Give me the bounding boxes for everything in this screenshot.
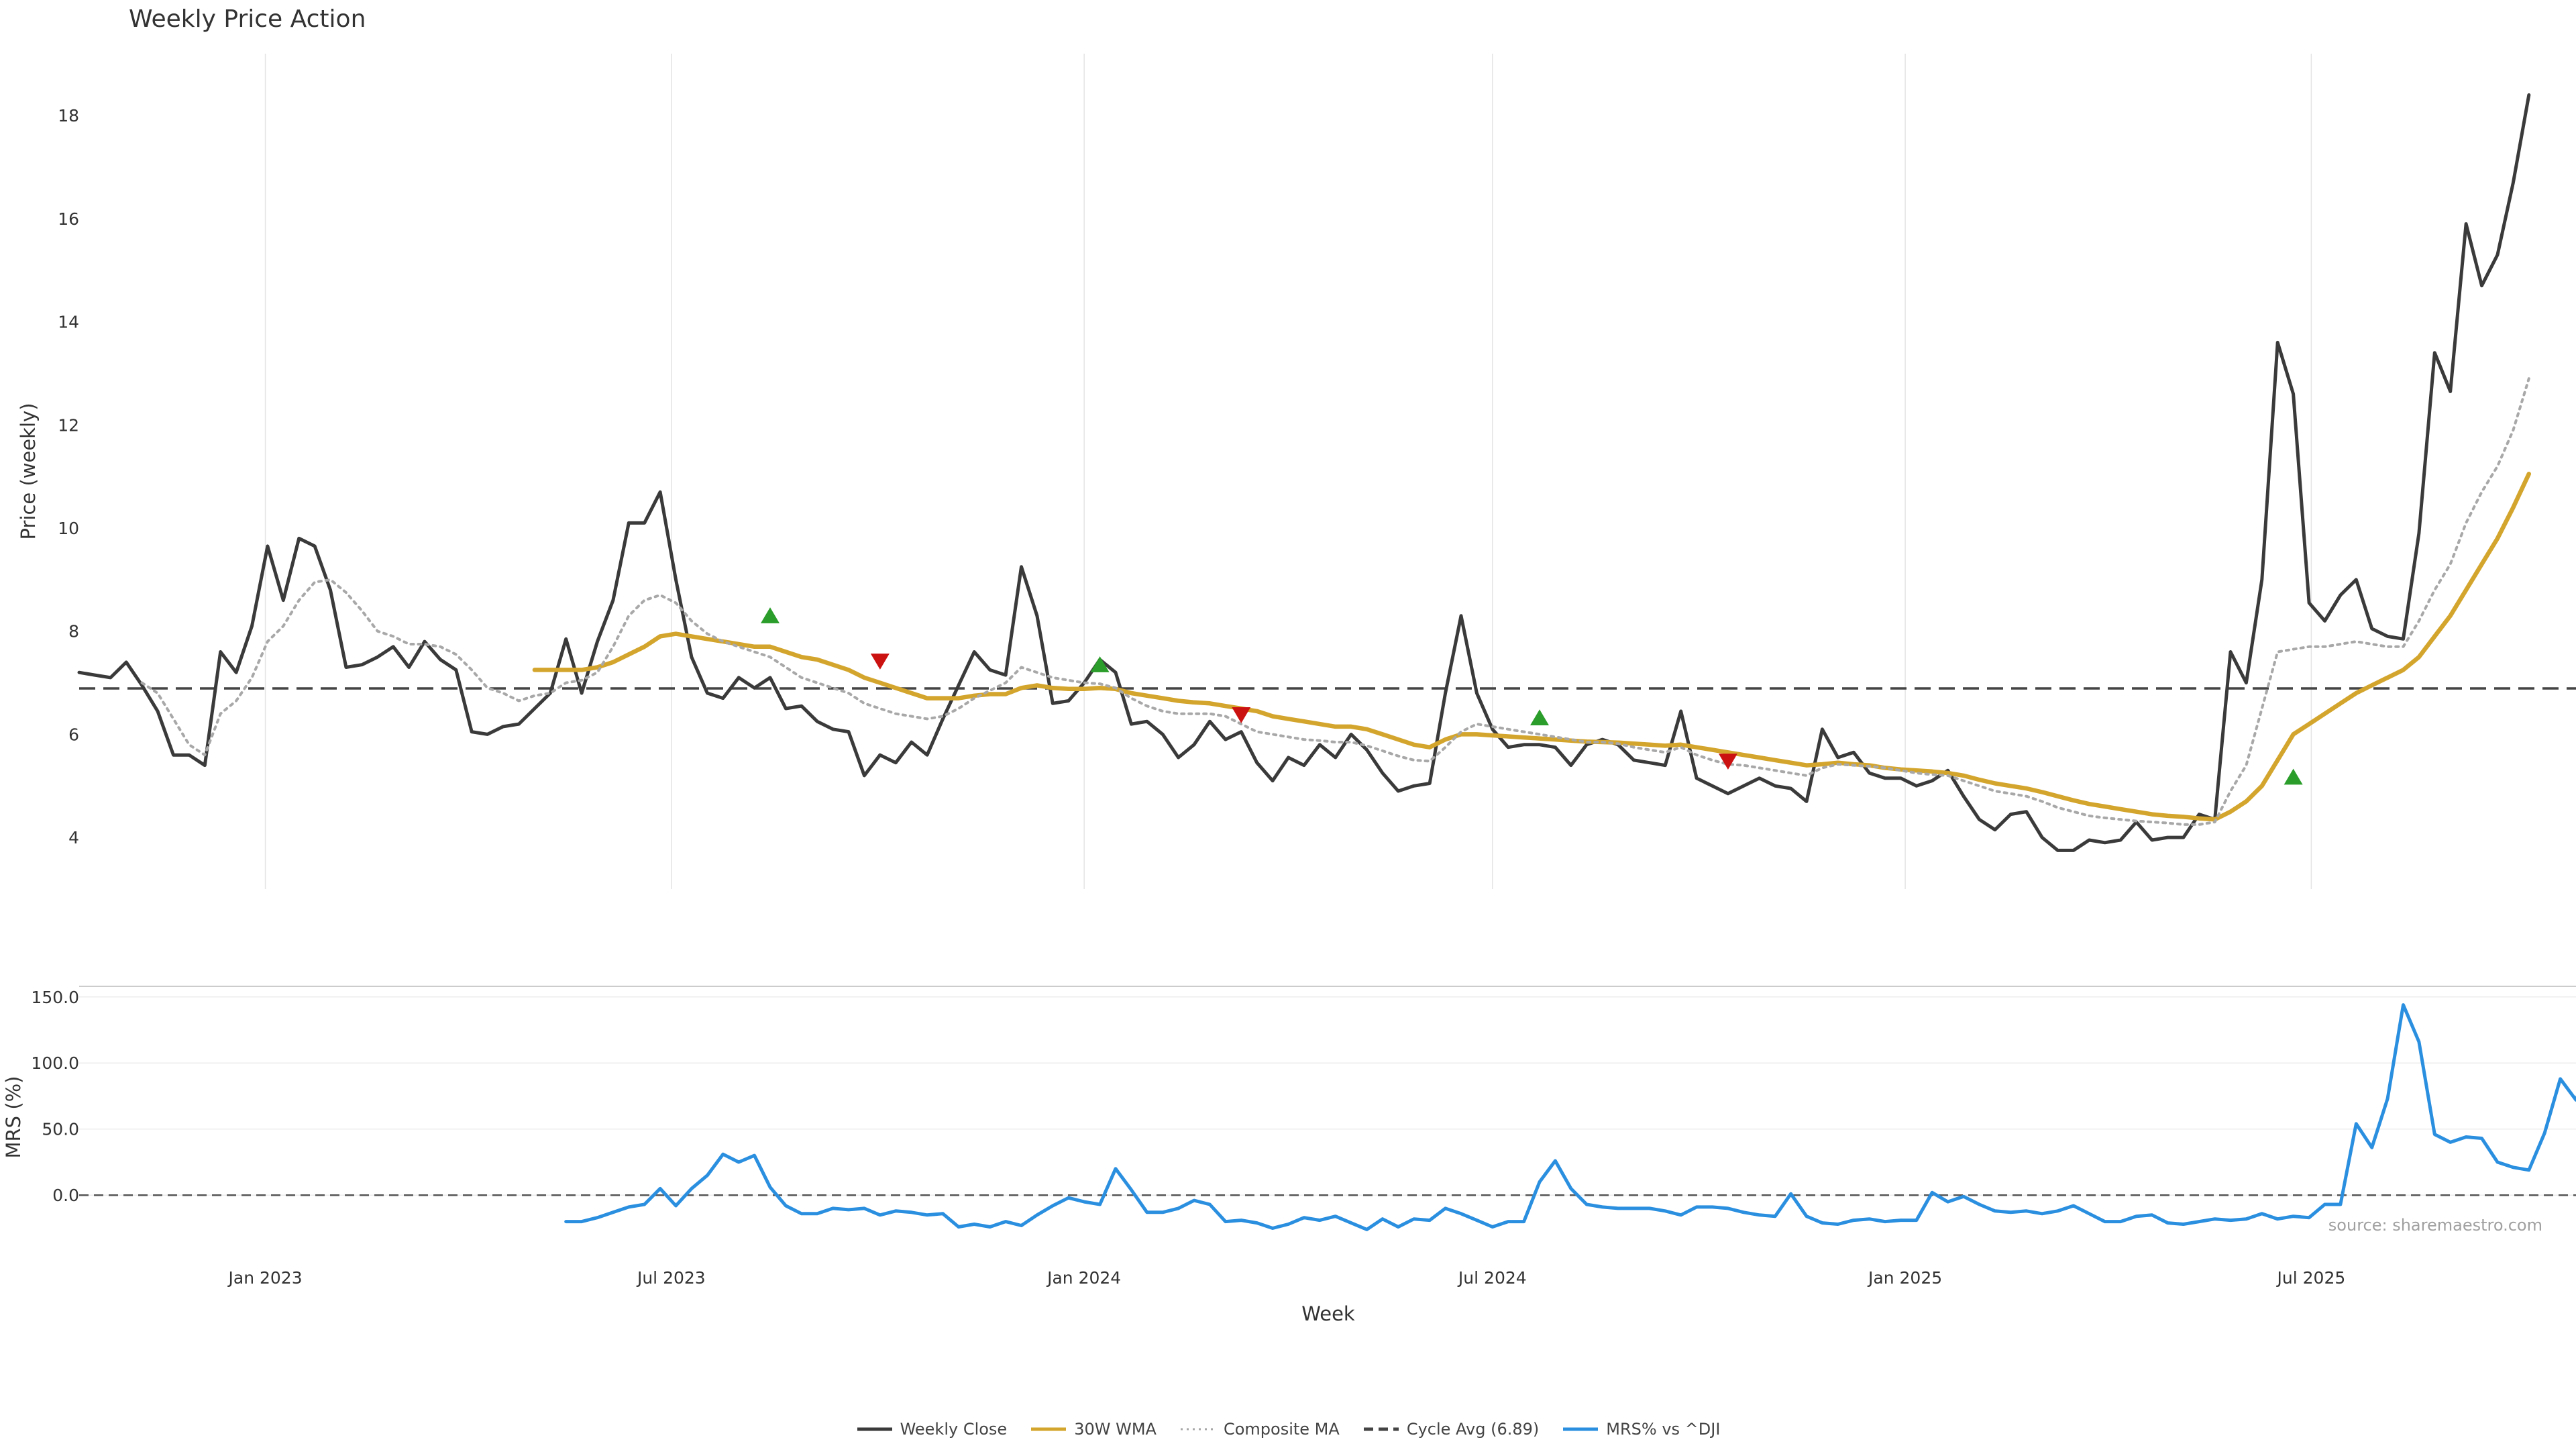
buy-signal-marker xyxy=(1530,709,1550,726)
y-tick-label: 16 xyxy=(58,209,79,229)
legend-label: MRS% vs ^DJI xyxy=(1606,1420,1721,1439)
axis-layer: 4 6 8 10 12 14 16 18 Price (weekly) Jan 2023 Jul 2… xyxy=(2,106,2345,1325)
signal-markers xyxy=(760,607,2303,785)
sell-signal-marker xyxy=(1232,707,1251,723)
y-axis-label: Price (weekly) xyxy=(17,403,40,539)
legend-label: Cycle Avg (6.89) xyxy=(1406,1420,1540,1439)
legend-item: MRS% vs ^DJI xyxy=(1562,1420,1720,1439)
source-note: source: sharemaestro.com xyxy=(2328,1216,2542,1235)
legend-item: Weekly Close xyxy=(856,1420,1008,1439)
chart-title: Weekly Price Action xyxy=(129,5,366,33)
buy-signal-marker xyxy=(760,607,780,623)
legend-swatch xyxy=(857,1427,892,1431)
x-tick-label: Jul 2025 xyxy=(2276,1268,2346,1288)
x-axis-label: Week xyxy=(1301,1302,1355,1325)
y-tick-label: 50.0 xyxy=(42,1120,79,1139)
y-tick-label: 10 xyxy=(58,519,79,538)
y-tick-label: 6 xyxy=(68,725,79,744)
buy-signal-marker xyxy=(2284,768,2303,785)
y-tick-label: 12 xyxy=(58,415,79,435)
mrs-line xyxy=(564,1003,2576,1231)
legend-swatch xyxy=(1563,1427,1599,1431)
y-tick-label: 18 xyxy=(58,106,79,125)
chart-legend: Weekly Close 30W WMA Composite MA Cycle Avg… xyxy=(0,1417,2576,1441)
x-tick-label: Jan 2024 xyxy=(1046,1268,1121,1288)
y-axis-label: MRS (%) xyxy=(2,1076,25,1159)
x-tick-label: Jul 2023 xyxy=(636,1268,706,1288)
series-layer xyxy=(77,93,2576,1231)
y-tick-label: 0.0 xyxy=(52,1186,79,1205)
legend-label: 30W WMA xyxy=(1074,1420,1157,1439)
legend-label: Weekly Close xyxy=(900,1420,1008,1439)
weekly-close-line xyxy=(77,93,2531,852)
legend-swatch xyxy=(1363,1427,1399,1431)
legend-swatch xyxy=(1031,1427,1067,1431)
wma-30w-line xyxy=(532,472,2532,822)
x-tick-label: Jan 2025 xyxy=(1867,1268,1942,1288)
composite-ma-line xyxy=(140,377,2530,826)
legend-item: Composite MA xyxy=(1179,1420,1340,1439)
grid-layer xyxy=(79,54,2576,1196)
sell-signal-marker xyxy=(1718,754,1737,770)
y-tick-label: 100.0 xyxy=(31,1053,79,1073)
y-tick-label: 14 xyxy=(58,313,79,332)
legend-label: Composite MA xyxy=(1223,1420,1340,1439)
y-tick-label: 150.0 xyxy=(31,988,79,1007)
y-tick-label: 8 xyxy=(68,622,79,641)
legend-swatch xyxy=(1180,1428,1216,1431)
y-tick-label: 4 xyxy=(68,828,79,847)
legend-item: Cycle Avg (6.89) xyxy=(1362,1420,1539,1439)
x-tick-label: Jan 2023 xyxy=(227,1268,303,1288)
sell-signal-marker xyxy=(870,654,890,670)
buy-signal-marker xyxy=(1090,656,1110,672)
reference-lines xyxy=(79,687,2576,1196)
legend-item: 30W WMA xyxy=(1030,1420,1157,1439)
x-tick-label: Jul 2024 xyxy=(1457,1268,1527,1288)
